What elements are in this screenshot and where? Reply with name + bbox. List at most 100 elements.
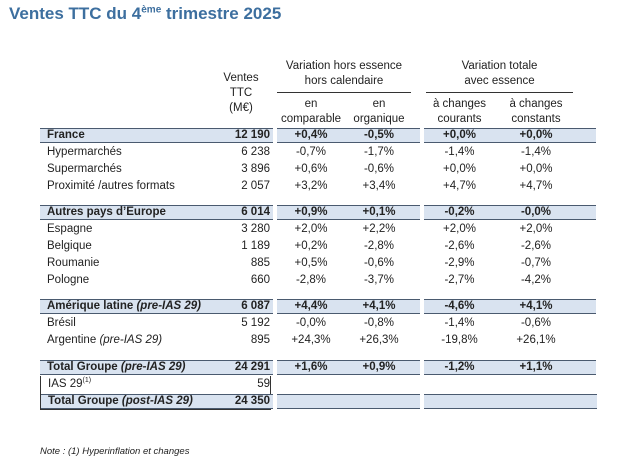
- cell-sales: 59: [257, 378, 270, 390]
- row-label: Total Groupe (pre-IAS 29): [47, 361, 186, 373]
- row-label: Brésil: [47, 317, 76, 329]
- cell-sales: 3 280: [241, 223, 270, 235]
- table-row: Roumanie 885 +0,5% -0,6% -2,9% -0,7%: [40, 255, 596, 272]
- cell-current-fx: -2,6%: [444, 240, 475, 252]
- cell-organic: +3,4%: [362, 180, 396, 192]
- cell-current-fx: +0,0%: [443, 163, 476, 175]
- cell-current-fx: -0,2%: [444, 206, 475, 218]
- table-row-total-post-ias: Total Groupe (post-IAS 29) 24 350: [40, 393, 597, 410]
- table-row: Espagne 3 280 +2,0% +2,2% +2,0% +2,0%: [40, 221, 596, 238]
- row-label: Belgique: [47, 240, 92, 252]
- cell-current-fx: -19,8%: [441, 334, 478, 346]
- cell-constant-fx: -0,0%: [520, 206, 552, 218]
- header-group-total-underline: [426, 92, 573, 93]
- cell-comparable: +0,9%: [294, 206, 328, 218]
- cell-sales: 5 192: [241, 317, 270, 329]
- cell-organic: +4,1%: [362, 300, 396, 312]
- cell-constant-fx: +0,0%: [519, 163, 553, 175]
- cell-sales: 6 087: [241, 300, 270, 312]
- header-group-excl-fuel-underline: [277, 92, 411, 93]
- cell-current-fx: -2,9%: [444, 257, 475, 269]
- cell-sales: 895: [250, 334, 270, 346]
- cell-comparable: -2,8%: [295, 274, 327, 286]
- cell-comparable: +2,0%: [294, 223, 328, 235]
- cell-organic: -0,5%: [363, 129, 395, 141]
- header-organic: en organique: [353, 98, 405, 125]
- row-label: Total Groupe (post-IAS 29): [48, 395, 193, 407]
- cell-current-fx: -1,4%: [444, 317, 475, 329]
- row-label: IAS 29(1): [48, 377, 92, 390]
- cell-constant-fx: +1,1%: [519, 361, 553, 373]
- row-label: Amérique latine (pre-IAS 29): [47, 300, 202, 312]
- cell-constant-fx: +26,1%: [516, 334, 556, 346]
- header-group-total: Variation totale avec essence: [461, 60, 538, 87]
- cell-comparable: +0,4%: [294, 129, 328, 141]
- header-constant-fx: à changes constants: [509, 98, 563, 125]
- cell-organic: -3,7%: [363, 274, 395, 286]
- cell-constant-fx: -1,4%: [520, 146, 552, 158]
- table-row: Supermarchés 3 896 +0,6% -0,6% +0,0% +0,…: [40, 161, 596, 178]
- cell-organic: -1,7%: [363, 146, 395, 158]
- row-label: France: [47, 129, 85, 141]
- cell-current-fx: +0,0%: [443, 129, 476, 141]
- table-row-group: Amérique latine (pre-IAS 29) 6 087 +4,4%…: [40, 298, 596, 315]
- cell-comparable: -0,0%: [295, 317, 327, 329]
- cell-comparable: +24,3%: [291, 334, 331, 346]
- cell-comparable: -0,7%: [295, 146, 327, 158]
- cell-organic: -2,8%: [363, 240, 395, 252]
- cell-sales: 885: [250, 257, 270, 269]
- footnote: Note : (1) Hyperinflation et changes: [40, 446, 190, 457]
- cell-sales: 2 057: [241, 180, 270, 192]
- cell-organic: +0,1%: [362, 206, 396, 218]
- table-row: Hypermarchés 6 238 -0,7% -1,7% -1,4% -1,…: [40, 144, 596, 161]
- row-label: Supermarchés: [47, 163, 122, 175]
- cell-sales: 24 350: [234, 395, 270, 407]
- cell-sales: 24 291: [234, 361, 270, 373]
- table-row: Belgique 1 189 +0,2% -2,8% -2,6% -2,6%: [40, 238, 596, 255]
- row-label: Argentine (pre-IAS 29): [47, 334, 163, 346]
- header-sales: Ventes TTC (M€): [223, 72, 259, 114]
- cell-comparable: +4,4%: [294, 300, 328, 312]
- table-row: Argentine (pre-IAS 29) 895 +24,3% +26,3%…: [40, 332, 596, 349]
- cell-organic: +0,9%: [362, 361, 396, 373]
- table-row-group: Autres pays d’Europe 6 014 +0,9% +0,1% -…: [40, 204, 596, 221]
- table-row-group: France 12 190 +0,4% -0,5% +0,0% +0,0%: [40, 127, 596, 144]
- cell-sales: 6 014: [241, 206, 270, 218]
- header-group-excl-fuel: Variation hors essence hors calendaire: [285, 60, 403, 87]
- cell-constant-fx: +0,0%: [519, 129, 553, 141]
- cell-current-fx: -1,2%: [444, 361, 475, 373]
- table-row: Brésil 5 192 -0,0% -0,8% -1,4% -0,6%: [40, 315, 596, 332]
- table-row: Pologne 660 -2,8% -3,7% -2,7% -4,2%: [40, 272, 596, 289]
- cell-constant-fx: -2,6%: [520, 240, 552, 252]
- header-current-fx: à changes courants: [432, 98, 487, 125]
- row-label: Hypermarchés: [47, 146, 122, 158]
- cell-current-fx: +2,0%: [443, 223, 476, 235]
- row-label: Espagne: [47, 223, 93, 235]
- cell-sales: 660: [250, 274, 270, 286]
- table-row: Proximité /autres formats 2 057 +3,2% +3…: [40, 178, 596, 195]
- row-label: Proximité /autres formats: [47, 180, 175, 192]
- cell-comparable: +0,6%: [294, 163, 328, 175]
- table-row-total-pre-ias: Total Groupe (pre-IAS 29) 24 291 +1,6% +…: [40, 359, 596, 376]
- cell-constant-fx: -0,6%: [520, 317, 552, 329]
- cell-constant-fx: +4,1%: [519, 300, 553, 312]
- row-label: Autres pays d’Europe: [47, 206, 166, 218]
- cell-comparable: +0,2%: [294, 240, 328, 252]
- cell-organic: +2,2%: [362, 223, 396, 235]
- cell-comparable: +1,6%: [294, 361, 328, 373]
- cell-sales: 6 238: [241, 146, 270, 158]
- cell-current-fx: -2,7%: [444, 274, 475, 286]
- table-row-ias29: IAS 29(1) 59: [40, 376, 271, 393]
- cell-organic: +26,3%: [359, 334, 399, 346]
- cell-sales: 12 190: [234, 129, 270, 141]
- cell-current-fx: -4,6%: [444, 300, 475, 312]
- cell-constant-fx: +2,0%: [519, 223, 553, 235]
- cell-constant-fx: -0,7%: [520, 257, 552, 269]
- row-label: Pologne: [47, 274, 90, 286]
- cell-current-fx: -1,4%: [444, 146, 475, 158]
- header-comparable: en comparable: [280, 98, 342, 125]
- cell-current-fx: +4,7%: [443, 180, 476, 192]
- cell-constant-fx: +4,7%: [519, 180, 553, 192]
- cell-constant-fx: -4,2%: [520, 274, 552, 286]
- cell-sales: 3 896: [241, 163, 270, 175]
